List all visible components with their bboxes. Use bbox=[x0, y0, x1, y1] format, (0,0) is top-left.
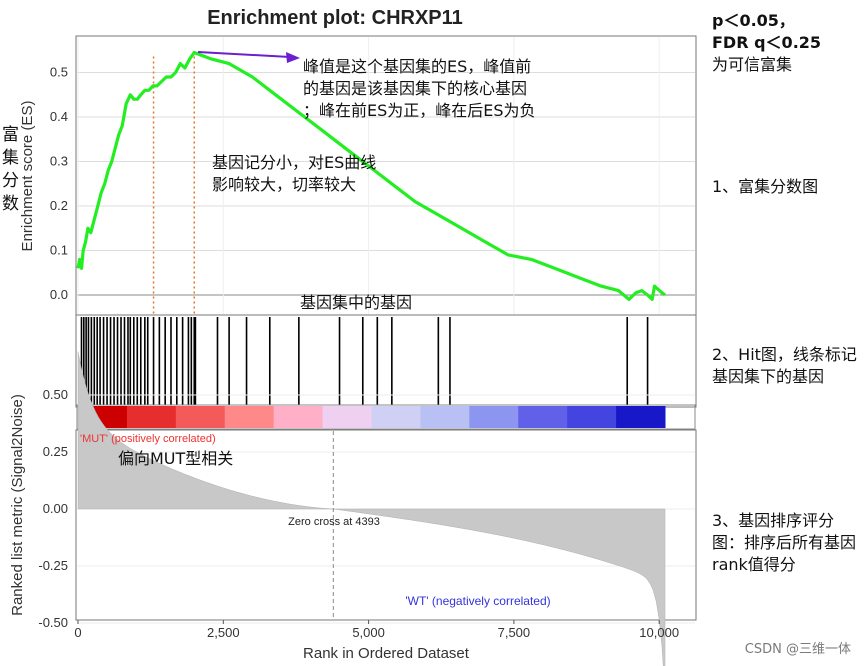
threshold-note: p＜0.05， FDR q＜0.25 为可信富集 bbox=[712, 10, 862, 76]
metric-y-label: Ranked list metric (Signal2Noise) bbox=[9, 394, 26, 616]
metric-y-tick-label: 0.50 bbox=[43, 387, 68, 402]
metric-area bbox=[77, 351, 666, 666]
metric-y-tick-label: -0.50 bbox=[38, 615, 68, 630]
es-y-label: Enrichment score (ES) bbox=[19, 101, 36, 252]
rank-band-frame bbox=[76, 404, 696, 430]
metric-y-tick-label: 0.25 bbox=[43, 444, 68, 459]
rank-color-band bbox=[76, 404, 696, 430]
rank-color-segment bbox=[518, 406, 568, 428]
neg-corr-label: 'WT' (negatively correlated) bbox=[405, 594, 550, 608]
metric-y-tick-label: -0.25 bbox=[38, 558, 68, 573]
rank-color-segment bbox=[224, 406, 275, 428]
x-tick-label: 5,000 bbox=[352, 625, 385, 640]
rank-color-segment bbox=[126, 406, 177, 428]
watermark: CSDN @三维一体 bbox=[744, 642, 851, 657]
score-annotation: 基因记分小，对ES曲线影响较大，切率较大 bbox=[212, 153, 377, 194]
es-gridlines bbox=[77, 37, 695, 314]
x-tick-label: 0 bbox=[74, 625, 81, 640]
side-note-2: 2、Hit图，线条标记基因集下的基因 bbox=[712, 345, 857, 386]
x-tick-label: 2,500 bbox=[207, 625, 240, 640]
x-tick-label: 7,500 bbox=[498, 625, 531, 640]
x-axis-label: Rank in Ordered Dataset bbox=[303, 645, 470, 662]
metric-y-axis: 0.500.250.00-0.25-0.50-0.75 bbox=[38, 387, 68, 630]
peak-arrow-head bbox=[286, 52, 300, 63]
peak-annotation-line3: ；峰在前ES为正，峰在后ES为负 bbox=[303, 101, 536, 120]
rank-color-segment bbox=[273, 406, 324, 428]
peak-annotation: 峰值是这个基因集的ES，峰值前 的基因是该基因集下的核心基因 ；峰在前ES为正，… bbox=[303, 56, 643, 122]
chart-title: Enrichment plot: CHRXP11 bbox=[207, 7, 463, 29]
rank-color-segment bbox=[371, 406, 421, 428]
mut-bias-label: 偏向MUT型相关 bbox=[118, 449, 234, 468]
es-curve bbox=[76, 50, 666, 301]
peak-annotation-line2: 的基因是该基因集下的核心基因 bbox=[303, 79, 528, 98]
rank-color-segment bbox=[420, 406, 470, 428]
es-y-tick-label: 0.0 bbox=[50, 287, 68, 302]
pos-corr-label: 'MUT' (positively correlated) bbox=[80, 433, 216, 445]
es-curve-layer bbox=[76, 50, 666, 301]
rank-color-segment bbox=[567, 406, 617, 428]
hit-lines bbox=[80, 317, 649, 405]
x-axis: 0 2,500 5,000 7,500 10,000 bbox=[74, 620, 679, 640]
side-note-3: 3、基因排序评分图：排序后所有基因rank值得分 bbox=[712, 511, 857, 574]
threshold-line1: p＜0.05， bbox=[712, 11, 795, 30]
side-note-1: 1、富集分数图 bbox=[712, 177, 819, 196]
threshold-line3: 为可信富集 bbox=[712, 55, 793, 74]
hit-panel bbox=[75, 314, 697, 408]
metric-y-tick-label: 0.00 bbox=[43, 501, 68, 516]
zero-cross-label: Zero cross at 4393 bbox=[288, 516, 380, 528]
rank-color-segment bbox=[616, 406, 666, 428]
es-y-tick-label: 0.2 bbox=[50, 198, 68, 213]
es-y-tick-label: 0.3 bbox=[50, 154, 68, 169]
threshold-line2: FDR q＜0.25 bbox=[712, 33, 822, 52]
rank-color-segment bbox=[322, 406, 372, 428]
es-y-axis: 0.0 0.1 0.2 0.3 0.4 0.5 bbox=[50, 65, 68, 303]
es-y-tick-label: 0.4 bbox=[50, 109, 68, 124]
gene-set-label: 基因集中的基因 bbox=[300, 293, 413, 312]
es-panel bbox=[75, 35, 697, 316]
peak-annotation-line1: 峰值是这个基因集的ES，峰值前 bbox=[303, 57, 532, 76]
rank-color-segment bbox=[469, 406, 519, 428]
x-tick-label: 10,000 bbox=[639, 625, 679, 640]
enrichment-score-cn-label: 富集分数 bbox=[2, 125, 19, 214]
peak-arrow bbox=[197, 51, 291, 58]
es-y-tick-label: 0.1 bbox=[50, 243, 68, 258]
rank-color-segment bbox=[175, 406, 226, 428]
metric-area-layer bbox=[77, 351, 666, 666]
es-y-tick-label: 0.5 bbox=[50, 65, 68, 80]
